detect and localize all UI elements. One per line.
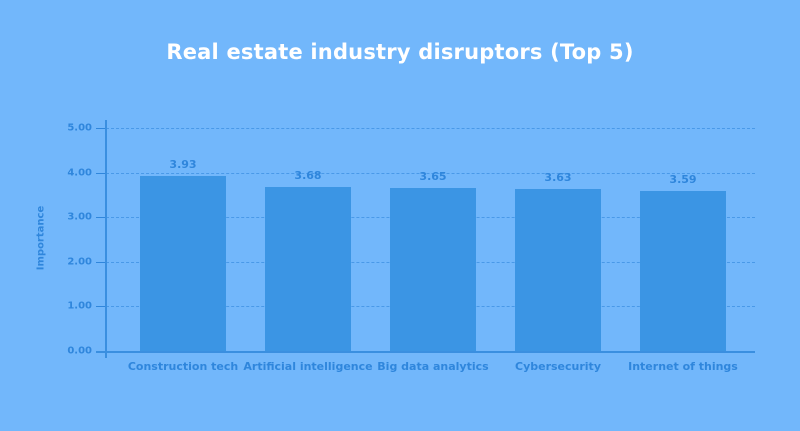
x-category-label: Construction tech [127,360,239,373]
y-tick-label: 5.00 [67,122,92,134]
chart-title: Real estate industry disruptors (Top 5) [166,40,634,64]
bar [140,176,226,351]
y-tick-mark [96,217,106,218]
y-axis-line [105,120,107,358]
bar-value-label: 3.68 [294,169,322,182]
x-category-label: Internet of things [628,360,738,373]
x-category-label: Artificial intelligence [243,360,373,373]
y-tick-label: 2.00 [67,256,92,268]
y-tick-label: 3.00 [67,211,92,223]
x-category-label: Big data analytics [377,360,489,373]
y-tick-mark [96,173,106,174]
y-tick-label: 1.00 [67,300,92,312]
y-tick-mark [96,128,106,129]
bar [390,188,476,351]
bar-value-label: 3.63 [544,171,572,184]
gridline [106,128,755,129]
y-tick-label: 0.00 [67,345,92,357]
gridline [106,173,755,174]
bar-value-label: 3.93 [169,158,197,171]
bar [640,191,726,351]
bar-value-label: 3.65 [419,170,447,183]
x-axis-line [96,351,755,353]
y-tick-mark [96,306,106,307]
bar [265,187,351,351]
bar [515,189,601,351]
y-tick-mark [96,262,106,263]
bar-value-label: 3.59 [669,173,697,186]
x-category-label: Cybersecurity [515,360,601,373]
y-tick-label: 4.00 [67,167,92,179]
